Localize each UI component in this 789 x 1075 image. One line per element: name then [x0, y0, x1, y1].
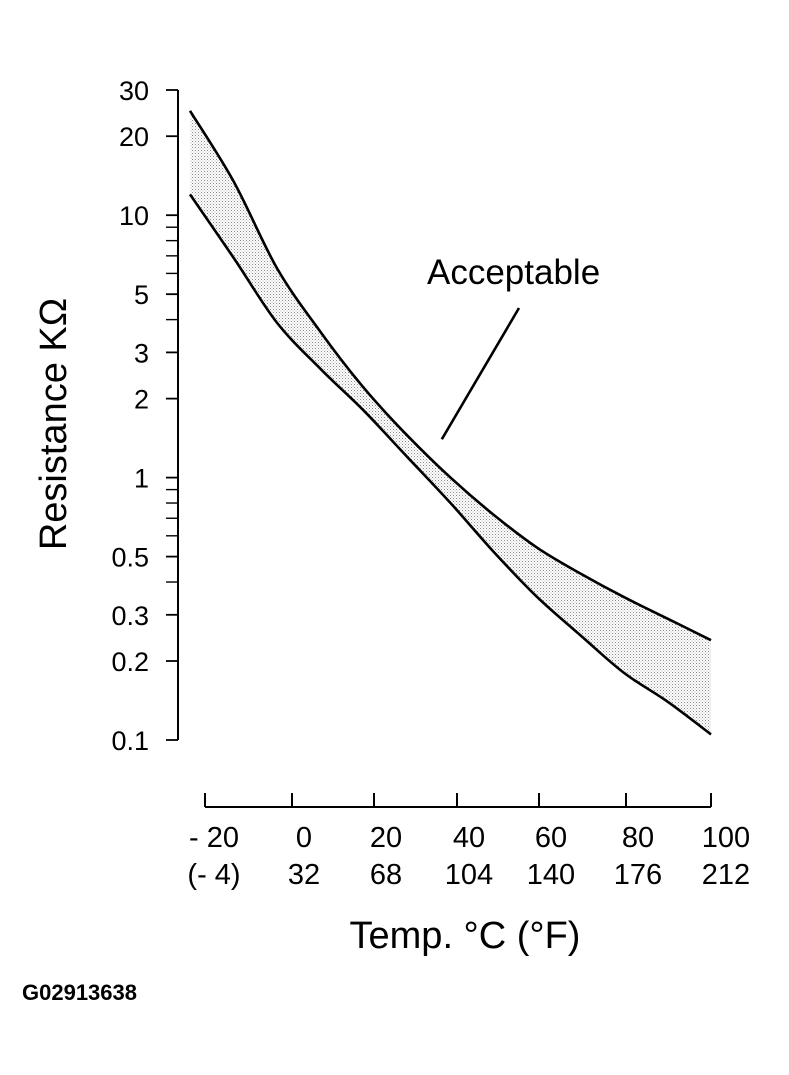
y-axis-title: Resistance KΩ: [33, 298, 75, 550]
x-tick-label-celsius: 20: [370, 822, 402, 854]
x-tick-label-fahrenheit: 104: [445, 859, 493, 891]
y-tick-label: 0.5: [111, 543, 149, 573]
x-tick-label-celsius: 40: [453, 822, 485, 854]
x-axis-title: Temp. °C (°F): [350, 915, 581, 957]
annotation: Acceptable: [427, 253, 600, 440]
x-tick-label-fahrenheit: 32: [288, 859, 320, 891]
x-tick-label-celsius: 100: [702, 822, 750, 854]
upper-limit-curve: [188, 110, 712, 642]
x-axis: - 20 (- 4) 0 32 20 68 40 104 60 140 80 176 100 212: [187, 793, 750, 891]
x-tick-label-celsius: 60: [535, 822, 567, 854]
y-tick-label: 1: [134, 464, 149, 494]
x-tick-label-fahrenheit: 68: [370, 859, 402, 891]
y-axis: 30 20 10 5 3 2 1 0.5 0.3 0.2 0.1: [111, 76, 179, 756]
annotation-leader-line: [440, 307, 521, 440]
x-tick-label-celsius: 80: [622, 822, 654, 854]
figure-id: G02913638: [22, 980, 137, 1005]
acceptable-band-area: [190, 110, 711, 735]
y-tick-label: 20: [119, 122, 149, 152]
x-tick-label-fahrenheit: 212: [702, 859, 750, 891]
y-tick-label: 2: [134, 385, 149, 415]
y-tick-label: 0.3: [111, 601, 149, 631]
x-tick-label-celsius: - 20: [189, 822, 239, 854]
y-tick-label: 30: [119, 76, 149, 106]
x-tick-label-celsius: 0: [296, 822, 312, 854]
y-tick-label: 0.2: [111, 647, 149, 677]
acceptable-band: [190, 110, 711, 735]
curve-lines: [188, 110, 712, 736]
x-tick-label-fahrenheit: 176: [614, 859, 662, 891]
annotation-label: Acceptable: [427, 253, 600, 292]
y-tick-label: 5: [134, 280, 149, 310]
x-tick-label-fahrenheit: (- 4): [187, 859, 240, 891]
lower-limit-curve: [188, 193, 712, 736]
x-tick-label-fahrenheit: 140: [527, 859, 575, 891]
y-tick-label: 3: [134, 338, 149, 368]
y-tick-label: 10: [119, 201, 149, 231]
y-tick-label: 0.1: [111, 726, 149, 756]
